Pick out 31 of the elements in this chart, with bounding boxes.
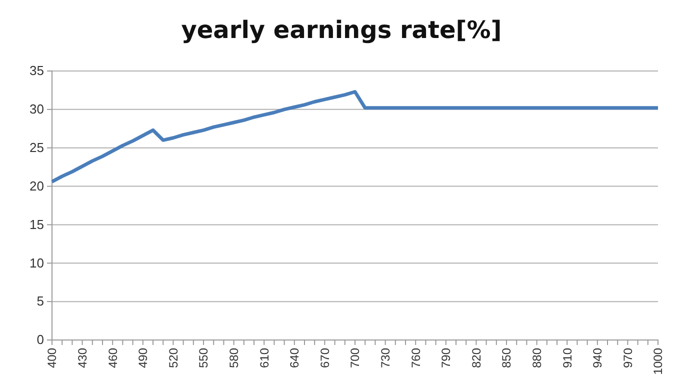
x-tick-label: 640 xyxy=(288,348,302,368)
x-tick-label: 520 xyxy=(166,348,180,368)
y-tick-label: 25 xyxy=(30,140,44,156)
x-tick-label: 490 xyxy=(136,348,150,368)
y-tick-label: 30 xyxy=(30,102,44,117)
x-tick-label: 940 xyxy=(590,348,605,368)
x-tick-label: 430 xyxy=(76,348,90,368)
x-tick-label: 760 xyxy=(408,348,423,368)
x-tick-label: 580 xyxy=(227,348,241,368)
x-tick-label: 730 xyxy=(378,348,392,368)
x-tick-label: 970 xyxy=(620,348,635,368)
chart-title: yearly earnings rate[%] xyxy=(181,16,502,44)
x-tick-label: 850 xyxy=(500,348,514,368)
y-tick-label: 35 xyxy=(30,63,44,78)
x-tick-label: 790 xyxy=(439,348,454,368)
x-tick-label: 400 xyxy=(45,348,60,368)
line-series xyxy=(50,90,660,184)
y-tick-label: 10 xyxy=(30,255,44,270)
x-tick-label: 550 xyxy=(196,348,211,368)
x-tick-label: 700 xyxy=(348,348,362,368)
x-tick-label: 820 xyxy=(469,348,484,368)
x-tick-label: 460 xyxy=(106,348,120,368)
y-tick-label: 0 xyxy=(36,332,44,348)
y-tick-label: 20 xyxy=(30,178,44,194)
x-tick-label: 1000 xyxy=(651,348,666,375)
y-tick-label: 5 xyxy=(36,294,44,309)
x-tick-label: 910 xyxy=(560,348,574,368)
x-tick-label: 670 xyxy=(318,348,332,368)
x-tick-label: 880 xyxy=(530,348,544,368)
x-tick-label: 610 xyxy=(257,348,272,368)
y-tick-label: 15 xyxy=(30,216,44,232)
